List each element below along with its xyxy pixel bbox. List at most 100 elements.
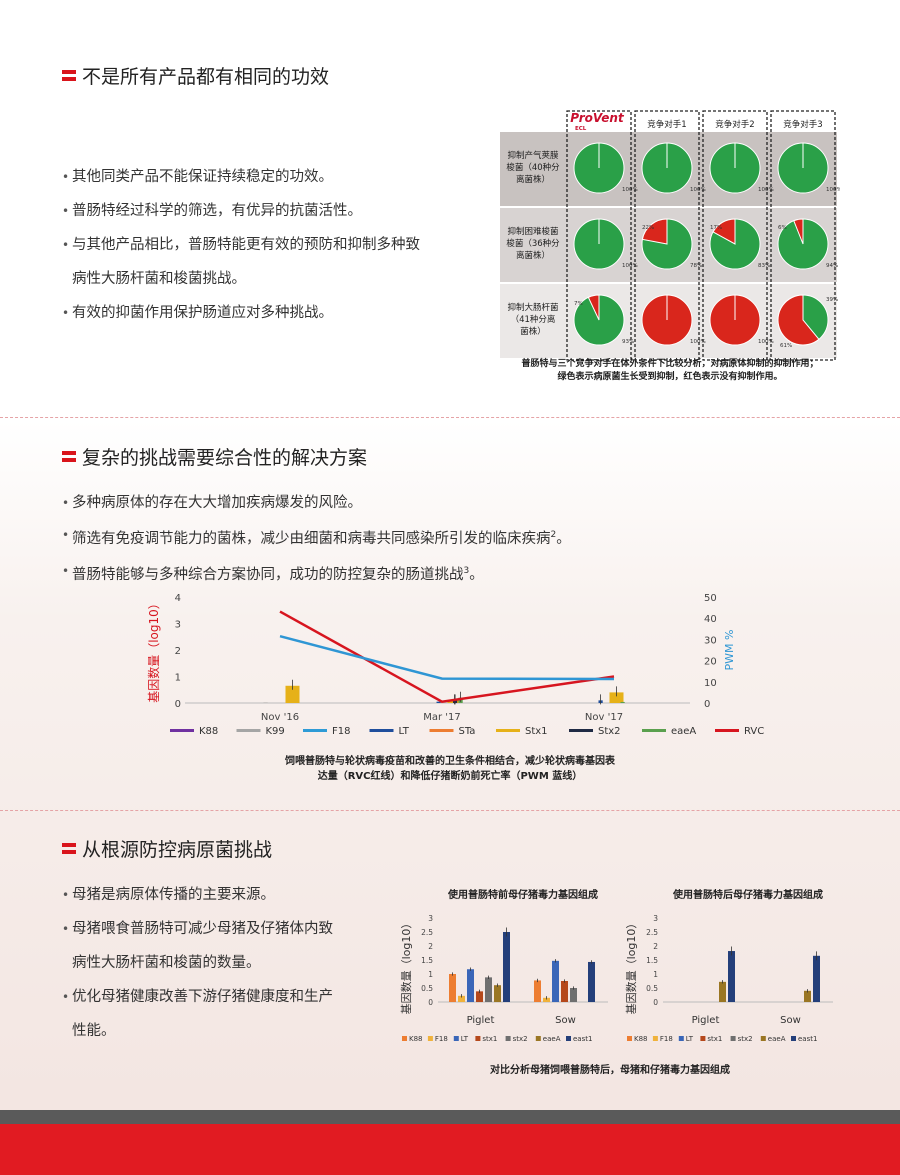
legend-swatch — [505, 1036, 511, 1041]
legend-label: stx1 — [707, 1035, 722, 1043]
section1-title-text: 不是所有产品都有相同的功效 — [82, 66, 330, 88]
column-header: 竞争对手3 — [783, 119, 822, 130]
bullet-tail: 。 — [556, 530, 571, 547]
pie-chart — [709, 294, 761, 346]
pie-label: 94% — [826, 263, 838, 269]
column-box — [702, 110, 768, 361]
line-RVC — [279, 610, 615, 703]
pie-label: 83% — [758, 263, 770, 269]
pie-chart — [641, 218, 693, 270]
legend-label: Stx2 — [598, 726, 621, 737]
legend-label: Stx1 — [525, 726, 548, 737]
legend-label: STa — [459, 726, 476, 737]
legend-swatch — [715, 729, 739, 732]
bullet-text: 筛选有免疫调节能力的菌株，减少由细菌和病毒共同感染所引发的临床疾病 — [72, 530, 551, 547]
caption-line: 饲喂普肠特与轮状病毒疫苗和改善的卫生条件相结合，减少轮状病毒基因表 — [285, 756, 615, 767]
pie-label: 78% — [690, 263, 702, 269]
pie-slice-red — [793, 218, 804, 245]
y2-tick-label: 40 — [704, 614, 717, 625]
legend-swatch — [566, 1036, 571, 1041]
pie-label: 100% — [758, 339, 774, 345]
pie-chart — [777, 218, 829, 270]
legend-swatch — [535, 1036, 541, 1041]
x-tick-label: Piglet — [692, 1015, 720, 1026]
legend-swatch — [652, 1036, 658, 1041]
bar-east1 — [503, 932, 510, 1002]
pie-chart — [641, 294, 693, 346]
legend-label: F18 — [435, 1035, 448, 1043]
bullet: 母猪喂食普肠特可减少母猪及仔猪体内致 — [62, 912, 333, 946]
legend-swatch — [700, 1036, 706, 1041]
pie-label: 100% — [690, 339, 706, 345]
row-label: 抑制产气荚膜 — [507, 150, 559, 161]
y-axis-label: 基因数量（log10） — [625, 918, 638, 1015]
pie-label: 93% — [622, 339, 634, 345]
pie-label: 100% — [758, 187, 774, 193]
title-mark-icon — [62, 843, 76, 854]
legend-swatch — [678, 1036, 684, 1041]
bar-eaeA — [719, 981, 726, 1002]
pie-chart — [777, 142, 829, 194]
section3-title: 从根源防控病原菌挑战 — [62, 835, 272, 862]
legend-label: F18 — [660, 1035, 673, 1043]
pie-slice-red — [587, 294, 600, 321]
before-bar-chart: 使用普肠特前母仔猪毒力基因组成 0 0.5 1 1.5 2 2.5 3 基因数量（log10） P… — [400, 888, 608, 1043]
divider — [0, 417, 900, 418]
legend-swatch — [402, 1036, 407, 1041]
bar-stx2 — [485, 977, 492, 1002]
bar-eaeA — [620, 701, 625, 703]
bullet: 有效的抑菌作用保护肠道应对多种挑战。 — [62, 296, 420, 330]
pie-chart — [573, 218, 625, 270]
y-tick-label: 0 — [428, 998, 433, 1007]
legend-label: east1 — [798, 1035, 817, 1043]
bar-K88 — [449, 974, 456, 1002]
bar-stx1 — [476, 991, 483, 1002]
after-bar-chart: 使用普肠特后母仔猪毒力基因组成 0 0.5 1 1.5 2 2.5 3 基因数量（log10） P… — [625, 888, 833, 1043]
title-mark-icon — [62, 70, 76, 81]
y-tick-label: 2.5 — [421, 928, 433, 937]
bar-LT — [467, 969, 474, 1002]
pie-chart — [777, 294, 829, 346]
bullet: 优化母猪健康改善下游仔猪健康度和生产 — [62, 980, 333, 1014]
y-tick-label: 4 — [175, 593, 181, 604]
bar-stx1 — [561, 981, 568, 1002]
y-tick-label: 1 — [653, 970, 658, 979]
legend-swatch — [475, 1036, 481, 1041]
bullet-continuation: 病性大肠杆菌和梭菌的数量。 — [72, 955, 261, 971]
x-tick-label: Sow — [555, 1015, 576, 1026]
row-label: 离菌株） — [516, 250, 550, 261]
legend-swatch — [642, 729, 666, 732]
legend-label: stx2 — [513, 1035, 528, 1043]
legend-swatch — [453, 1036, 459, 1041]
column-header: 竞争对手2 — [715, 119, 754, 130]
legend-label: eaeA — [671, 726, 696, 737]
pie-label: 61% — [780, 343, 792, 349]
legend-label: eaeA — [768, 1035, 786, 1043]
legend-swatch — [236, 729, 261, 732]
bar-F18 — [458, 995, 465, 1002]
section1-title: 不是所有产品都有相同的功效 — [62, 62, 329, 89]
bullet-continuation: 性能。 — [72, 1023, 116, 1039]
y-tick-label: 2 — [428, 942, 433, 951]
pie-label: 39% — [826, 297, 838, 303]
column-box — [634, 110, 700, 361]
legend-label: F18 — [332, 726, 350, 737]
row-label: （41种分离 — [511, 314, 556, 325]
section1-bullets: 其他同类产品不能保证持续稳定的功效。 普肠特经过科学的筛选，有优异的抗菌活性。 … — [62, 160, 420, 330]
pie-label: 100% — [690, 187, 706, 193]
pie-chart — [641, 142, 693, 194]
legend-label: stx1 — [482, 1035, 497, 1043]
y2-axis-label: PWM % — [723, 630, 736, 671]
legend-swatch — [427, 1036, 433, 1041]
legend-swatch — [760, 1036, 766, 1041]
section2-title: 复杂的挑战需要综合性的解决方案 — [62, 443, 367, 470]
caption-line: 绿色表示病原菌生长受到抑制，红色表示没有抑制作用。 — [557, 372, 783, 382]
bullet: 母猪是病原体传播的主要来源。 — [62, 878, 333, 912]
x-tick-label: Mar '17 — [423, 712, 461, 723]
bullet-text: 普肠特能够与多种综合方案协同，成功的防控复杂的肠道挑战 — [72, 566, 464, 583]
combo-caption: 饲喂普肠特与轮状病毒疫苗和改善的卫生条件相结合，减少轮状病毒基因表 达量（RVC… — [220, 754, 680, 784]
legend-label: K88 — [199, 726, 218, 737]
title-mark-icon — [62, 451, 76, 462]
caption-line: 普肠特与三个竞争对手在体外条件下比较分析，对病原体抑制的抑制作用； — [521, 359, 819, 369]
